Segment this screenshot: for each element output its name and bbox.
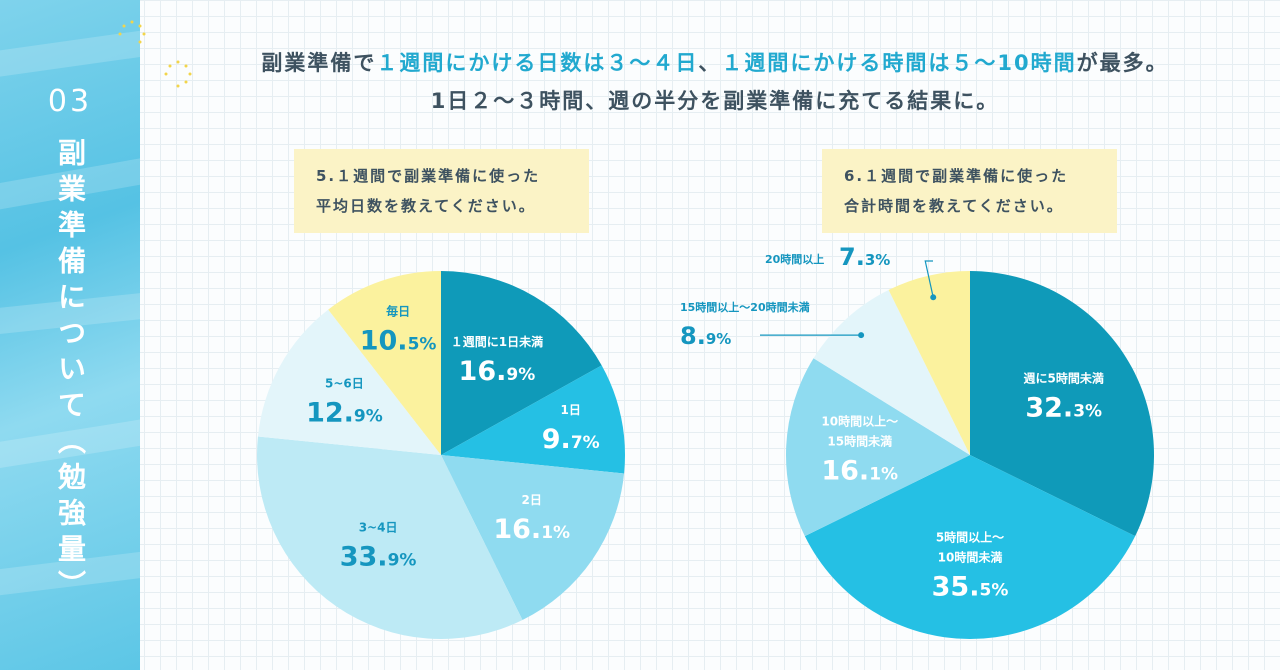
slice-label: 2日 [522,493,542,507]
slice-label: 週に5時間未満 [1024,371,1104,386]
slice-label: 15時間以上〜20時間未満 [680,300,810,314]
pie-slice [441,365,625,474]
pie-slice [257,436,523,639]
sparkle-dots-icon [164,60,192,88]
pie-slice [257,309,441,455]
slice-value: 10.5% [360,326,437,357]
slice-value: 9.7% [542,424,600,455]
headline: 副業準備で１週間にかける日数は３〜４日、１週間にかける時間は５〜10時間が最多。… [150,44,1280,120]
slice-label: 5~6日 [325,377,364,391]
section-number: 03 [47,84,93,119]
slice-value: 16.9% [459,356,536,387]
question-box-hours: 6.１週間で副業準備に使った 合計時間を教えてください。 [822,149,1117,233]
question-line: 5.１週間で副業準備に使った [316,167,541,185]
headline-text: 、 [698,51,722,75]
headline-line-2: 1日２〜３時間、週の半分を副業準備に充てる結果に。 [430,89,1000,113]
headline-text: が最多。 [1076,51,1169,75]
sparkle-dots-icon [118,20,146,44]
slice-label: 5時間以上〜 [936,529,1004,544]
pie-chart: １週間に1日未満 16.9% 1日 9.7% 2日 16.1% 3~4日 33.9% 5~6日 1… [257,271,625,639]
headline-highlight: １週間にかける日数は３〜４日 [376,51,699,75]
headline-text: 副業準備で [261,51,377,75]
pie-slice [785,358,970,537]
question-box-days: 5.１週間で副業準備に使った 平均日数を教えてください。 [294,149,589,233]
slice-value: 35.5% [932,571,1009,602]
slice-label: 毎日 [386,304,410,319]
slice-label: 10時間未満 [938,549,1003,564]
headline-highlight: １週間にかける時間は５〜10時間 [721,51,1077,75]
pie-slice [441,271,602,455]
pie-slice [888,271,970,455]
question-line: 合計時間を教えてください。 [844,197,1064,215]
slice-label: 1日 [561,403,581,417]
slice-label: 20時間以上 [765,252,824,266]
slice-value: 12.9% [306,398,383,429]
slice-value: 7.3% [839,243,890,271]
question-line: 平均日数を教えてください。 [316,197,536,215]
slice-label: １週間に1日未満 [451,334,543,349]
slice-value: 16.1% [821,456,898,487]
slice-value: 33.9% [340,542,417,573]
section-title: 副業準備について（勉強量） [54,138,87,606]
pie-slice [804,455,1136,639]
pie-slice [813,289,970,455]
slice-label: 10時間以上〜 [821,414,898,429]
slice-label: 15時間未満 [827,434,892,449]
slice-value: 16.1% [493,514,570,545]
slice-label: 3~4日 [359,521,398,535]
callout-line [924,260,934,298]
slice-value: 8.9% [680,322,731,350]
side-panel: 03 副業準備について（勉強量） [0,0,140,670]
pie-slice [441,455,625,620]
pie-slice [970,271,1154,537]
pie-slice [328,271,441,455]
question-line: 6.１週間で副業準備に使った [844,167,1069,185]
pie-chart: 週に5時間未満 32.3% 5時間以上〜 10時間未満 35.5% 10時間以上〜 15時間… [680,243,1154,639]
headline-line-1: 副業準備で１週間にかける日数は３〜４日、１週間にかける時間は５〜10時間が最多。 [150,44,1280,82]
slice-value: 32.3% [1025,393,1102,424]
